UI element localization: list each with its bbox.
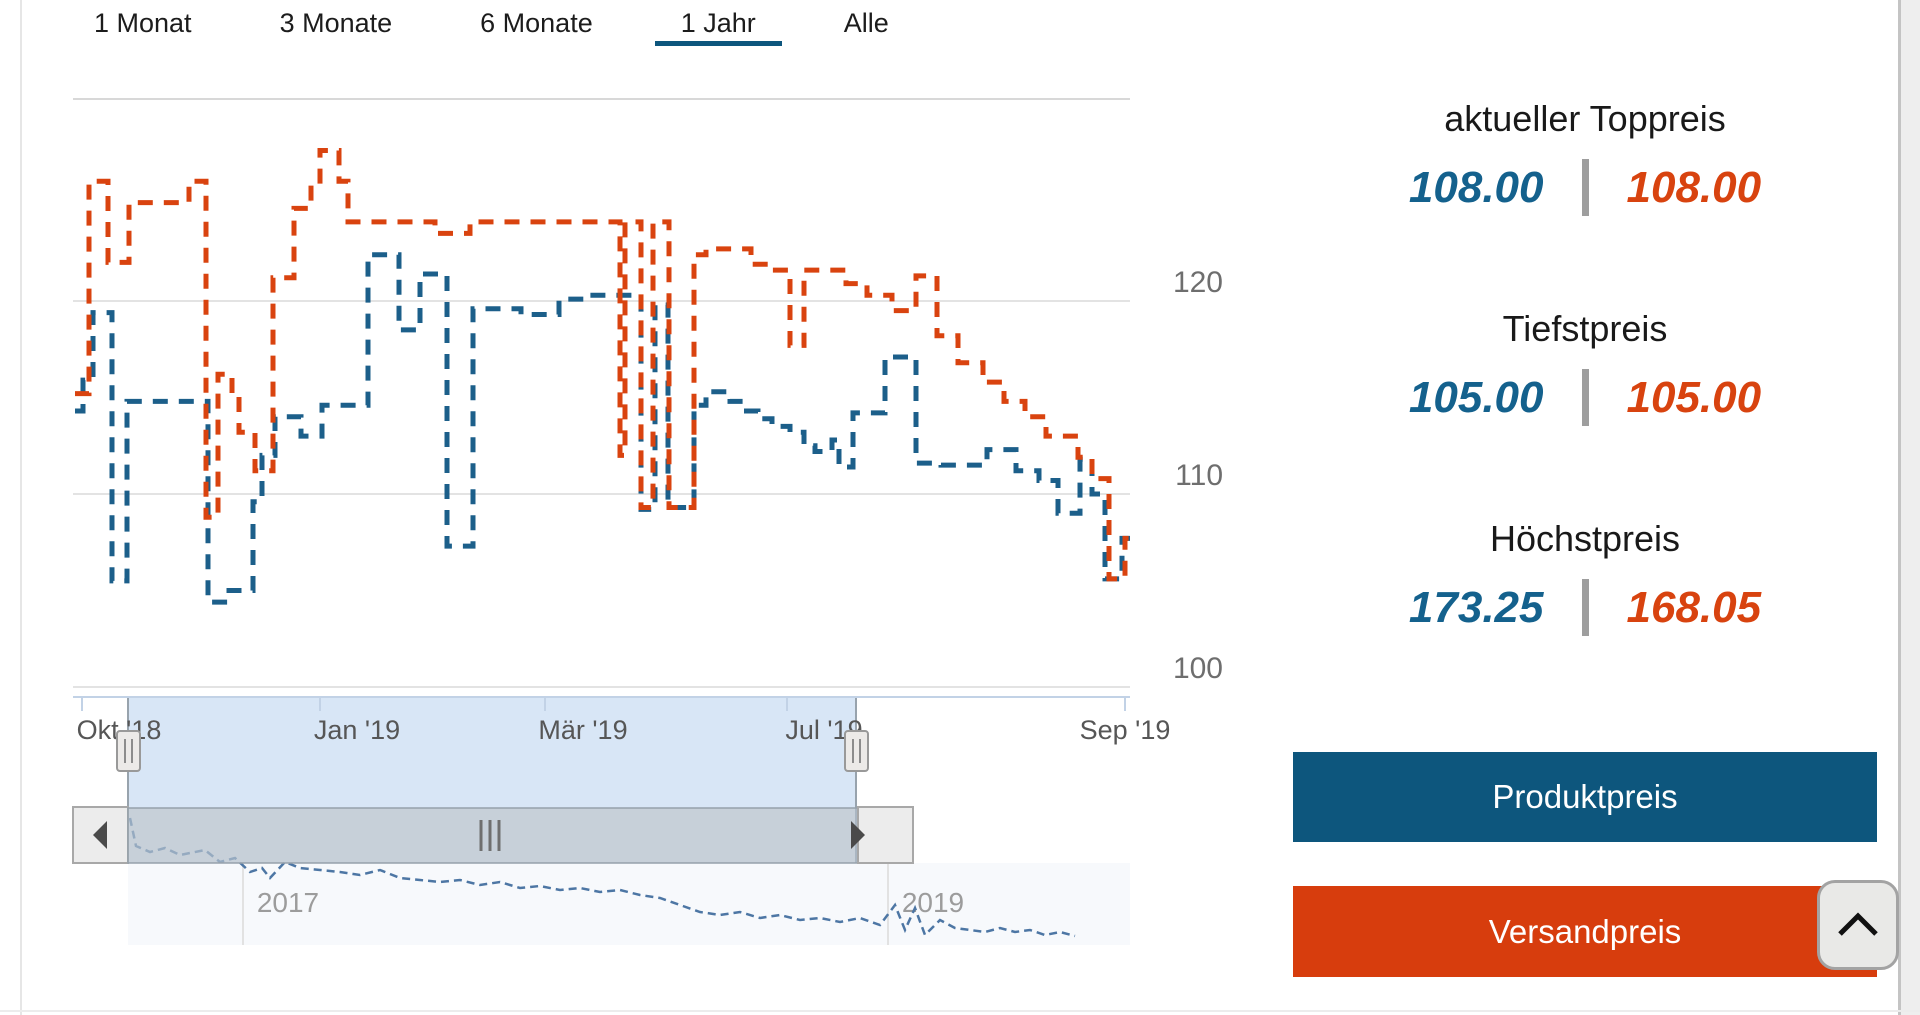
y-axis-label-100: 100 bbox=[1173, 652, 1223, 685]
scrollbar-right-arrow-icon bbox=[851, 821, 865, 849]
navigator-selection[interactable] bbox=[128, 697, 856, 808]
navigator-year-label-2019: 2019 bbox=[902, 887, 964, 918]
y-axis-label-120: 120 bbox=[1173, 266, 1223, 299]
chevron-up-icon bbox=[1838, 912, 1878, 936]
stat-row-aktueller-toppreis: aktueller Toppreis 108.00 108.00 bbox=[1290, 95, 1880, 216]
navigator-year-label-2017: 2017 bbox=[257, 887, 319, 918]
product-price-value: 173.25 bbox=[1408, 582, 1544, 632]
shipping-price-value: 108.00 bbox=[1626, 162, 1762, 212]
stat-values: 108.00 108.00 bbox=[1290, 159, 1880, 216]
navigator-handle-left[interactable] bbox=[116, 730, 141, 772]
range-tabs: 1 Monat 3 Monate 6 Monate 1 Jahr Alle bbox=[94, 4, 889, 46]
scrollbar-thumb[interactable] bbox=[127, 807, 859, 864]
tab-label: 3 Monate bbox=[279, 7, 393, 38]
tab-1-jahr[interactable]: 1 Jahr bbox=[654, 4, 782, 46]
legend-button-versandpreis[interactable]: Versandpreis bbox=[1293, 886, 1877, 977]
x-axis-label-jan-19: Jan '19 bbox=[314, 715, 400, 745]
tab-1-monat[interactable]: 1 Monat bbox=[94, 4, 192, 42]
value-separator bbox=[1581, 579, 1589, 636]
bottom-divider bbox=[0, 1010, 1920, 1012]
x-axis-label-m-r-19: Mär '19 bbox=[538, 715, 627, 745]
x-axis-label-sep-19: Sep '19 bbox=[1080, 715, 1171, 745]
legend-button-produktpreis[interactable]: Produktpreis bbox=[1293, 752, 1877, 842]
tab-alle[interactable]: Alle bbox=[844, 4, 889, 42]
product-price-value: 105.00 bbox=[1408, 372, 1544, 422]
series-versandpreis[interactable] bbox=[75, 148, 1130, 582]
stat-label: Höchstpreis bbox=[1489, 518, 1681, 559]
scroll-to-top-button[interactable] bbox=[1817, 880, 1899, 970]
stat-label: aktueller Toppreis bbox=[1444, 98, 1726, 139]
navigator-handle-right[interactable] bbox=[844, 730, 869, 772]
tab-label: 1 Monat bbox=[94, 7, 192, 38]
scrollbar-right-button[interactable] bbox=[857, 806, 914, 864]
y-axis-label-110: 110 bbox=[1175, 459, 1223, 492]
stat-row-h-chstpreis: Höchstpreis 173.25 168.05 bbox=[1290, 515, 1880, 636]
navigator-background bbox=[128, 863, 1130, 945]
value-separator bbox=[1581, 369, 1589, 426]
series-produktpreis[interactable] bbox=[75, 252, 1130, 605]
stat-values: 173.25 168.05 bbox=[1290, 579, 1880, 636]
product-price-value: 108.00 bbox=[1408, 162, 1544, 212]
page-scrollbar[interactable] bbox=[1898, 0, 1920, 1015]
tab-label: 1 Jahr bbox=[680, 7, 756, 38]
value-separator bbox=[1581, 159, 1589, 216]
navigator-series-line bbox=[128, 817, 1076, 938]
stat-values: 105.00 105.00 bbox=[1290, 369, 1880, 426]
tab-label: 6 Monate bbox=[480, 7, 593, 38]
shipping-price-value: 105.00 bbox=[1626, 372, 1762, 422]
scrollbar-left-arrow-icon bbox=[93, 821, 107, 849]
tab-3-monate[interactable]: 3 Monate bbox=[280, 4, 393, 42]
tab-label: Alle bbox=[843, 7, 889, 38]
shipping-price-value: 168.05 bbox=[1626, 582, 1762, 632]
tab-6-monate[interactable]: 6 Monate bbox=[480, 4, 593, 42]
stat-label: Tiefstpreis bbox=[1502, 308, 1668, 349]
left-divider bbox=[20, 0, 22, 1015]
stat-row-tiefstpreis: Tiefstpreis 105.00 105.00 bbox=[1290, 305, 1880, 426]
